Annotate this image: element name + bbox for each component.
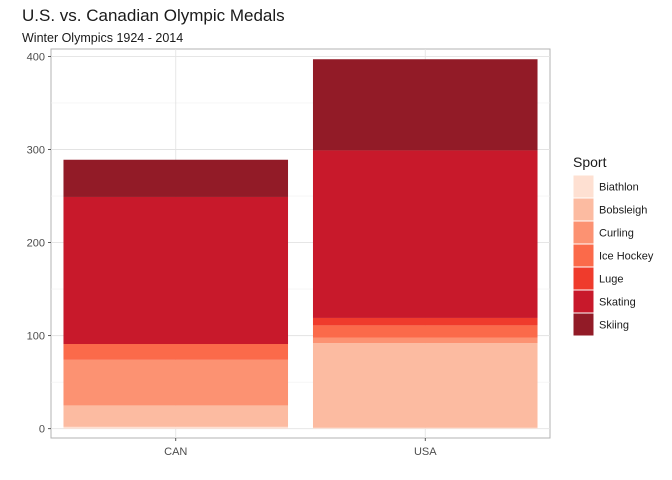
legend-key-luge	[572, 266, 595, 291]
chart-title: U.S. vs. Canadian Olympic Medals	[22, 6, 285, 25]
x-axis: CAN USA	[164, 438, 437, 458]
chart-subtitle: Winter Olympics 1924 - 2014	[22, 31, 184, 45]
legend-key-curling	[572, 220, 595, 245]
legend-key-bobsleigh	[572, 197, 595, 222]
x-tick-label: USA	[414, 446, 437, 458]
bars-group	[63, 59, 538, 429]
legend-label: Ice Hockey	[599, 251, 654, 263]
bar-usa-skiing	[312, 59, 538, 151]
legend-label: Luge	[599, 274, 623, 286]
legend-label: Skating	[599, 297, 636, 309]
bar-usa-biathlon	[312, 427, 538, 429]
bar-can-skating	[63, 196, 289, 345]
legend-label: Curling	[599, 228, 634, 240]
legend-label: Bobsleigh	[599, 205, 647, 217]
bar-usa-skating	[312, 150, 538, 318]
y-tick-label: 0	[39, 424, 45, 436]
bar-can-skiing	[63, 159, 289, 197]
bar-can-biathlon	[63, 426, 289, 429]
legend-key-biathlon	[572, 174, 595, 199]
x-tick-label: CAN	[164, 446, 187, 458]
legend-label: Skiing	[599, 320, 629, 332]
legend-label: Biathlon	[599, 182, 639, 194]
bar-usa-luge	[312, 317, 538, 326]
legend-key-skiing	[572, 312, 595, 337]
y-tick-label: 100	[27, 331, 45, 343]
bar-can-curling	[63, 359, 289, 406]
y-tick-label: 200	[27, 238, 45, 250]
y-tick-label: 300	[27, 145, 45, 157]
y-axis: 0 100 200 300 400	[27, 51, 51, 436]
bar-can-bobsleigh	[63, 405, 289, 427]
bar-usa-bobsleigh	[312, 343, 538, 428]
bar-can-ice-hockey	[63, 344, 289, 360]
legend-key-skating	[572, 289, 595, 314]
bar-usa-curling	[312, 337, 538, 344]
legend-key-ice-hockey	[572, 243, 595, 268]
legend-title: Sport	[573, 154, 607, 170]
bar-usa-ice-hockey	[312, 325, 538, 338]
legend: Sport Biathlon Bobsleigh Curling Ice Hockey…	[572, 154, 654, 337]
y-tick-label: 400	[27, 51, 45, 63]
